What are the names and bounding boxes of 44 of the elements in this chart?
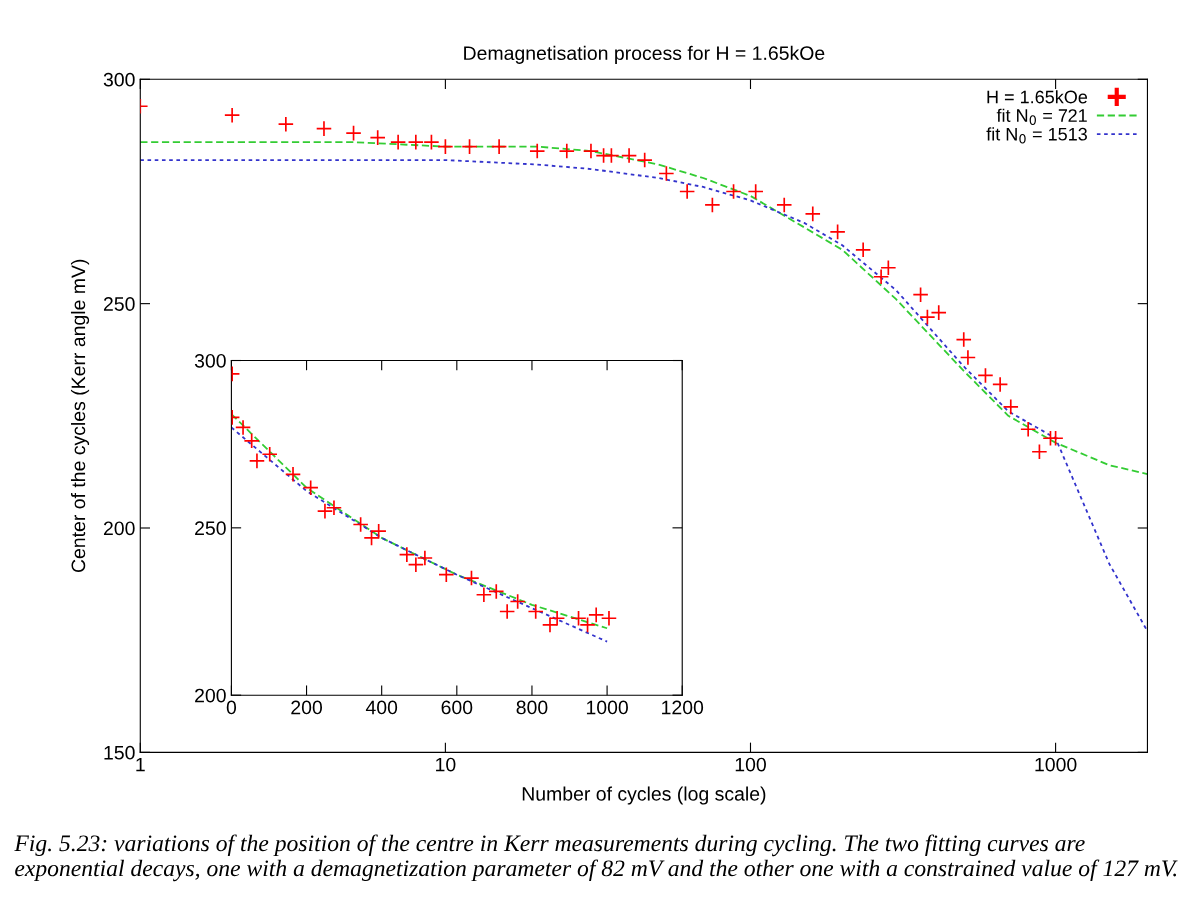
point [248,452,266,470]
x-tick-label: 1000 [586,700,628,715]
x-tick-label: 200 [291,700,323,715]
point [243,432,260,449]
x-tick-label: 400 [365,700,398,715]
x-tick-label: 10 [436,757,456,772]
x-tick-label: 800 [516,700,548,715]
x-tick-label: 1000 [1035,757,1077,772]
point [600,610,618,627]
point [509,593,526,610]
x-tick-label: 1200 [662,700,704,715]
legend-label: fit N$_{0}$ = 1513 [986,127,1087,144]
point [325,499,343,516]
y-tick-label: 250 [195,521,226,536]
x-axis-title: Number of cycles (log scale) [522,786,766,805]
x-tick-label: 600 [441,700,473,715]
point [398,546,415,563]
point [284,466,302,483]
legend-label: H = 1.65kOe [987,90,1088,104]
y-tick-label: 200 [103,521,135,536]
point [316,502,334,520]
legend-label: fit N$_{0}$ = 721 [996,108,1087,125]
caption: Fig. 5.23: variations of the position of the centre in Kerr measurements during cycling. The two fitting curves are exponential decays, one with a demagnetization parameter of 82 mV and the other one with a constrained value of 127 mV. [14,834,1178,882]
y-tick-label: 250 [103,297,135,311]
x-tick-label: 0 [226,700,237,715]
point [570,610,587,627]
point [475,586,492,603]
chart-title: Demagnetisation process for H = 1.65kOe [464,45,825,64]
point [302,479,319,496]
y-tick-label: 300 [194,353,226,368]
point [527,603,544,620]
point [499,603,516,620]
point [463,569,480,587]
y-tick-label: 300 [103,72,135,87]
y-tick-label: 150 [104,745,135,760]
point [234,419,252,436]
y-axis-title: Center of the cycles (Kerr angle mV) [70,259,90,573]
point [488,583,505,600]
point [352,516,369,533]
x-tick-label: 1 [136,757,145,772]
point [261,446,278,463]
x-tick-label: 100 [735,757,766,772]
y-tick-label: 200 [195,688,226,703]
point [438,566,455,583]
